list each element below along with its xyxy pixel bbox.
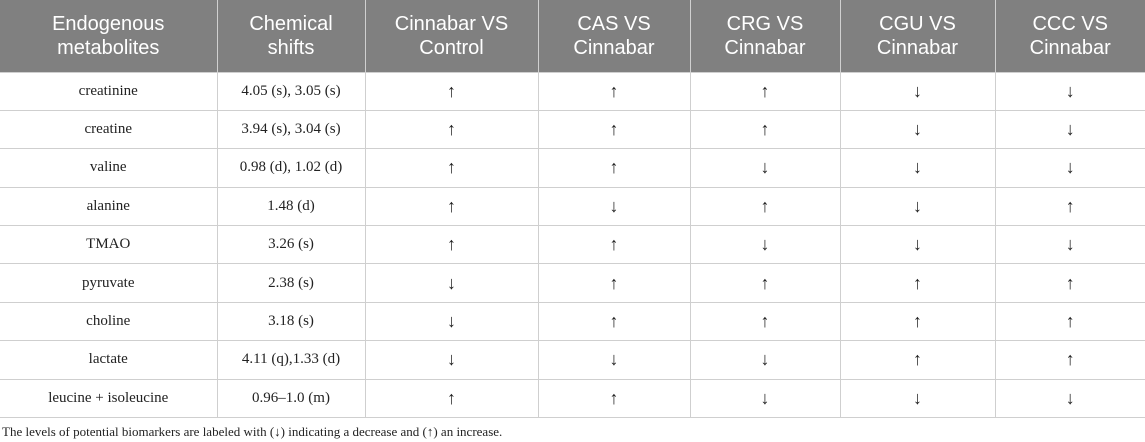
- table-body: creatinine 4.05 (s), 3.05 (s) ↑ ↑ ↑ ↓ ↓ creatin…: [0, 71, 1145, 419]
- trend-arrow-cell: ↓: [839, 109, 996, 150]
- table-row: creatine 3.94 (s), 3.04 (s) ↑ ↑ ↑ ↓ ↓: [0, 109, 1145, 150]
- trend-arrow-cell: ↑: [839, 340, 996, 380]
- trend-arrow-cell: ↓: [994, 225, 1145, 265]
- trend-arrow-cell: ↓: [689, 378, 841, 419]
- chemical-shift-cell: 0.96–1.0 (m): [216, 378, 366, 419]
- trend-arrow-cell: ↓: [994, 378, 1145, 419]
- column-header: CGU VS Cinnabar: [840, 0, 996, 72]
- trend-arrow-cell: ↑: [537, 71, 691, 111]
- trend-arrow-cell: ↓: [537, 340, 691, 380]
- table-row: TMAO 3.26 (s) ↑ ↑ ↓ ↓ ↓: [0, 225, 1145, 265]
- trend-arrow-cell: ↓: [839, 148, 996, 188]
- chemical-shift-cell: 4.11 (q),1.33 (d): [216, 340, 366, 380]
- chemical-shift-cell: 4.05 (s), 3.05 (s): [216, 71, 366, 111]
- trend-arrow-cell: ↑: [839, 301, 996, 342]
- trend-arrow-cell: ↓: [839, 378, 996, 419]
- trend-arrow-cell: ↑: [364, 148, 539, 188]
- metabolite-cell: leucine + isoleucine: [0, 378, 218, 419]
- chemical-shift-cell: 3.94 (s), 3.04 (s): [216, 109, 366, 150]
- metabolite-cell: valine: [0, 148, 218, 188]
- trend-arrow-cell: ↑: [689, 301, 841, 342]
- column-header: Cinnabar VS Control: [365, 0, 539, 72]
- trend-arrow-cell: ↑: [537, 301, 691, 342]
- metabolite-cell: choline: [0, 301, 218, 342]
- table-row: lactate 4.11 (q),1.33 (d) ↓ ↓ ↓ ↑ ↑: [0, 340, 1145, 380]
- trend-arrow-cell: ↑: [994, 263, 1145, 303]
- trend-arrow-cell: ↑: [537, 378, 691, 419]
- trend-arrow-cell: ↑: [689, 71, 841, 111]
- trend-arrow-cell: ↓: [689, 148, 841, 188]
- header-row: Endogenous metabolites Chemical shifts Cinna…: [0, 0, 1145, 72]
- trend-arrow-cell: ↑: [994, 340, 1145, 380]
- chemical-shift-cell: 3.26 (s): [216, 225, 366, 265]
- trend-arrow-cell: ↓: [994, 71, 1145, 111]
- trend-arrow-cell: ↓: [689, 340, 841, 380]
- chemical-shift-cell: 2.38 (s): [216, 263, 366, 303]
- trend-arrow-cell: ↑: [364, 109, 539, 150]
- trend-arrow-cell: ↓: [537, 186, 691, 227]
- chemical-shift-cell: 0.98 (d), 1.02 (d): [216, 148, 366, 188]
- trend-arrow-cell: ↓: [839, 225, 996, 265]
- trend-arrow-cell: ↓: [994, 109, 1145, 150]
- trend-arrow-cell: ↑: [689, 109, 841, 150]
- chemical-shift-cell: 3.18 (s): [216, 301, 366, 342]
- column-header: CCC VS Cinnabar: [1029, 12, 1111, 59]
- trend-arrow-cell: ↓: [839, 186, 996, 227]
- metabolite-cell: lactate: [0, 340, 218, 380]
- trend-arrow-cell: ↓: [364, 263, 539, 303]
- table-footnote: The levels of potential biomarkers are l…: [2, 424, 503, 439]
- trend-arrow-cell: ↓: [689, 225, 841, 265]
- column-header: Endogenous metabolites: [0, 0, 218, 72]
- trend-arrow-cell: ↑: [537, 148, 691, 188]
- trend-arrow-cell: ↑: [537, 109, 691, 150]
- metabolite-cell: creatine: [0, 109, 218, 150]
- trend-arrow-cell: ↓: [364, 301, 539, 342]
- table-row: leucine + isoleucine 0.96–1.0 (m) ↑ ↑ ↓ ↓ ↓: [0, 378, 1145, 419]
- trend-arrow-cell: ↑: [994, 301, 1145, 342]
- table-row: choline 3.18 (s) ↓ ↑ ↑ ↑ ↑: [0, 301, 1145, 342]
- trend-arrow-cell: ↑: [994, 186, 1145, 227]
- trend-arrow-cell: ↑: [839, 263, 996, 303]
- metabolite-cell: creatinine: [0, 71, 218, 111]
- trend-arrow-cell: ↑: [689, 186, 841, 227]
- biomarker-table: Endogenous metabolites Chemical shifts Cinna…: [0, 0, 1145, 419]
- trend-arrow-cell: ↑: [689, 263, 841, 303]
- metabolite-cell: alanine: [0, 186, 218, 227]
- trend-arrow-cell: ↑: [364, 225, 539, 265]
- table-header: Endogenous metabolites Chemical shifts Cinna…: [0, 0, 1145, 72]
- chemical-shift-cell: 1.48 (d): [216, 186, 366, 227]
- table-row: pyruvate 2.38 (s) ↓ ↑ ↑ ↑ ↑: [0, 263, 1145, 303]
- trend-arrow-cell: ↑: [364, 186, 539, 227]
- table-row: creatinine 4.05 (s), 3.05 (s) ↑ ↑ ↑ ↓ ↓: [0, 71, 1145, 111]
- table-row: valine 0.98 (d), 1.02 (d) ↑ ↑ ↓ ↓ ↓: [0, 148, 1145, 188]
- trend-arrow-cell: ↓: [364, 340, 539, 380]
- metabolite-cell: TMAO: [0, 225, 218, 265]
- trend-arrow-cell: ↓: [839, 71, 996, 111]
- trend-arrow-cell: ↑: [364, 378, 539, 419]
- column-header: CRG VS Cinnabar: [690, 0, 841, 72]
- column-header: CAS VS Cinnabar: [538, 0, 691, 72]
- trend-arrow-cell: ↑: [364, 71, 539, 111]
- trend-arrow-cell: ↑: [537, 225, 691, 265]
- table-row: alanine 1.48 (d) ↑ ↓ ↑ ↓ ↑: [0, 186, 1145, 227]
- trend-arrow-cell: ↑: [537, 263, 691, 303]
- metabolite-cell: pyruvate: [0, 263, 218, 303]
- column-header: Chemical shifts: [217, 0, 366, 72]
- trend-arrow-cell: ↓: [994, 148, 1145, 188]
